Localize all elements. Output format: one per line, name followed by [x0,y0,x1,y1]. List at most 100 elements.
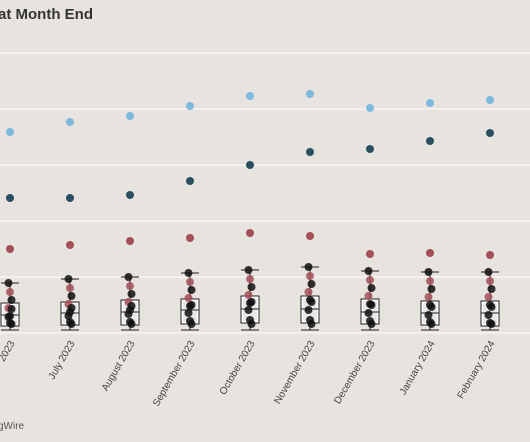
dark-teal-point [246,161,254,169]
red-point [426,249,434,257]
outlier-point [484,293,493,301]
outlier-point [424,268,433,276]
outlier-point [247,283,256,291]
outlier-point [427,303,436,311]
red-point [246,229,254,237]
data-points [4,90,496,328]
outlier-point [367,301,376,309]
outlier-point [187,320,196,328]
dark-teal-point [306,148,314,156]
outlier-point [366,276,374,284]
dark-teal-point [486,129,494,137]
x-tick-label: December 2023 [332,339,377,406]
outlier-point [64,275,73,283]
outlier-point [184,269,193,277]
outlier-point [304,263,313,271]
outlier-point [7,320,16,328]
dark-teal-point [66,194,74,202]
outlier-point [367,320,376,328]
outlier-point [307,320,316,328]
light-blue-point [186,102,194,110]
outlier-point [364,267,373,275]
chart-title: at Month End [0,6,93,23]
red-point [486,251,494,259]
red-point [366,250,374,258]
x-tick-label: 2023 [0,339,18,364]
dark-teal-point [366,145,374,153]
outlier-point [7,296,16,304]
outlier-point [307,280,316,288]
outlier-point [424,293,433,301]
outlier-point [126,282,134,290]
light-blue-point [6,128,14,136]
x-tick-label: August 2023 [100,339,138,394]
outlier-point [487,320,496,328]
red-point [126,237,134,245]
outlier-point [486,277,494,285]
outlier-point [246,275,254,283]
dark-teal-point [6,194,14,202]
outlier-point [484,311,493,319]
outlier-point [364,309,373,317]
dark-teal-point [426,137,434,145]
dark-teal-point [186,177,194,185]
dark-teal-point [126,191,134,199]
outlier-point [484,268,493,276]
light-blue-point [486,96,494,104]
outlier-point [304,288,313,296]
x-tick-label: September 2023 [151,339,198,409]
outlier-point [244,291,253,299]
light-blue-point [306,90,314,98]
light-blue-point [246,92,254,100]
outlier-point [244,266,253,274]
light-blue-point [66,118,74,126]
outlier-point [367,284,376,292]
outlier-point [64,312,73,320]
red-point [186,234,194,242]
outlier-point [487,285,496,293]
outlier-point [67,304,76,312]
outlier-point [247,320,256,328]
x-axis-tick-labels: 2023 July 2023 August 2023 September 2023 Oc… [0,339,498,409]
x-tick-label: November 2023 [272,339,317,406]
outlier-point [7,305,16,313]
outlier-point [6,288,14,296]
grid-lines [0,52,530,334]
x-tick-label: January 2024 [398,339,438,397]
outlier-point [307,298,316,306]
outlier-point [4,279,13,287]
outlier-point [67,292,76,300]
outlier-point [127,320,136,328]
outlier-point [127,290,136,298]
outlier-point [186,278,194,286]
outlier-point [426,277,434,285]
x-tick-label: October 2023 [218,339,258,397]
outlier-point [127,302,136,310]
outlier-point [187,301,196,309]
x-tick-label: July 2023 [47,339,78,382]
outlier-point [124,310,133,318]
light-blue-point [126,112,134,120]
light-blue-point [426,99,434,107]
outlier-point [427,320,436,328]
outlier-point [244,306,253,314]
outlier-point [67,320,76,328]
outlier-point [184,309,193,317]
red-point [66,241,74,249]
outlier-point [306,272,314,280]
outlier-point [184,294,193,302]
red-point [306,232,314,240]
x-tick-label: February 2024 [456,339,498,401]
outlier-point [247,298,256,306]
outlier-point [487,303,496,311]
outlier-point [304,306,313,314]
red-point [6,245,14,253]
chart-source: gWire [0,421,25,432]
outlier-point [4,313,13,321]
outlier-point [424,311,433,319]
outlier-point [124,273,133,281]
outlier-point [427,285,436,293]
outlier-point [364,292,373,300]
outlier-point [66,284,74,292]
